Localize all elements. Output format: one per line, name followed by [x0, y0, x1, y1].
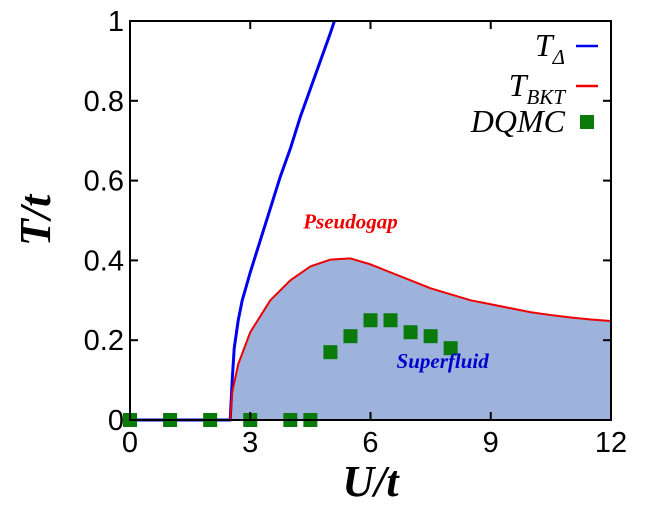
legend-label-main: T: [535, 27, 555, 63]
x-tick-label: 9: [483, 427, 499, 459]
x-axis-title: U/t: [342, 457, 400, 506]
y-tick-label: 0.4: [84, 245, 124, 277]
y-tick-label: 0: [108, 405, 124, 437]
legend-label: TBKT: [509, 67, 567, 109]
superfluid-fill: [130, 258, 611, 420]
legend-label-main: T: [509, 67, 529, 103]
superfluid-region: [130, 258, 611, 420]
x-tick-label: 6: [362, 427, 378, 459]
series-line-1: [130, 257, 612, 421]
y-axis-title: T/t: [11, 193, 60, 246]
dqmc-point: [363, 313, 378, 328]
dqmc-point: [423, 329, 438, 344]
legend-label: TΔ: [535, 27, 565, 69]
annotations: Pseudogap Superfluid: [302, 209, 489, 373]
y-tick-label: 0.8: [84, 86, 124, 118]
legend-label-subscript: Δ: [552, 45, 565, 69]
dqmc-point: [323, 345, 338, 360]
series-line-0: [130, 20, 336, 422]
dqmc-point: [383, 313, 398, 328]
dqmc-point: [403, 325, 418, 340]
x-tick-label: 0: [122, 427, 138, 459]
dqmc-point: [443, 341, 458, 356]
series-layer: [123, 20, 612, 427]
legend-label-subscript: BKT: [526, 85, 566, 109]
x-tick-label: 3: [242, 427, 258, 459]
y-tick-label: 0.2: [84, 325, 124, 357]
y-tick-label: 1: [108, 6, 124, 38]
legend-label-main: DQMC: [470, 103, 566, 139]
legend-label: DQMC: [470, 103, 566, 139]
annotation-superfluid: Superfluid: [397, 349, 490, 373]
x-tick-label: 12: [595, 427, 627, 459]
dqmc-point: [343, 329, 358, 344]
axis-ticks: 0 3 6 9 12 0 0.2 0.4 0.6 0.8 1: [84, 6, 627, 459]
legend-square-symbol: [580, 115, 594, 129]
y-tick-label: 0.6: [84, 166, 124, 198]
annotation-pseudogap: Pseudogap: [302, 209, 398, 233]
